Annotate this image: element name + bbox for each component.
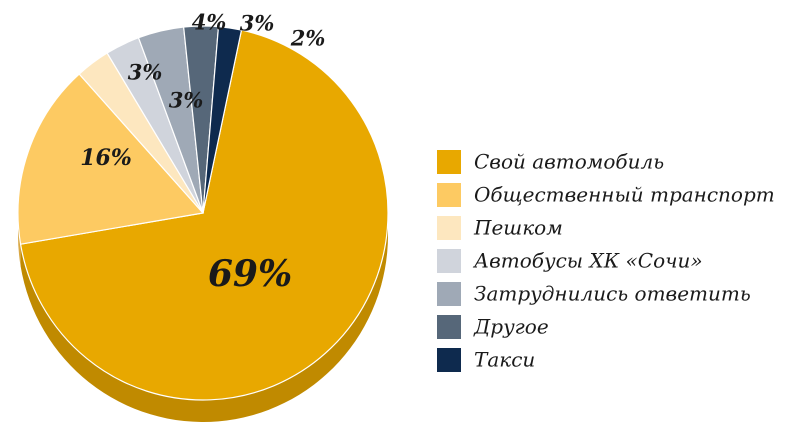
pie-slice-0 [19, 29, 389, 401]
legend-swatch-5 [437, 315, 461, 339]
legend-label-2: Пешком [473, 216, 563, 240]
legend: Свой автомобиль Общественный транспорт Пеш… [437, 150, 775, 372]
pie-label-4: 4% [192, 10, 227, 35]
legend-swatch-1 [437, 183, 461, 207]
legend-label-1: Общественный транспорт [474, 183, 775, 207]
pie-label-3: 3% [169, 88, 204, 113]
pie-label-1: 16% [80, 145, 132, 171]
pie-label-0: 69% [208, 253, 292, 295]
legend-label-0: Свой автомобиль [474, 150, 664, 174]
legend-swatch-3 [437, 249, 461, 273]
pie-top [17, 25, 389, 401]
pie-labels: 69%16%3%3%4% 3%2% [80, 10, 325, 296]
legend-swatch-6 [437, 348, 461, 372]
pie-slice-6 [202, 26, 243, 214]
pie-label-2: 3% [128, 60, 163, 85]
pie-slice-1 [17, 73, 205, 245]
legend-swatch-4 [437, 282, 461, 306]
pie-label-6: 2% [290, 26, 326, 51]
legend-label-3: Автобусы ХК «Сочи» [472, 249, 703, 273]
legend-label-6: Такси [474, 348, 535, 372]
pie-label-5: 3% [240, 11, 275, 36]
legend-swatch-2 [437, 216, 461, 240]
legend-swatch-0 [437, 150, 461, 174]
legend-label-4: Затруднились ответить [474, 282, 751, 306]
legend-label-5: Другое [473, 315, 549, 339]
